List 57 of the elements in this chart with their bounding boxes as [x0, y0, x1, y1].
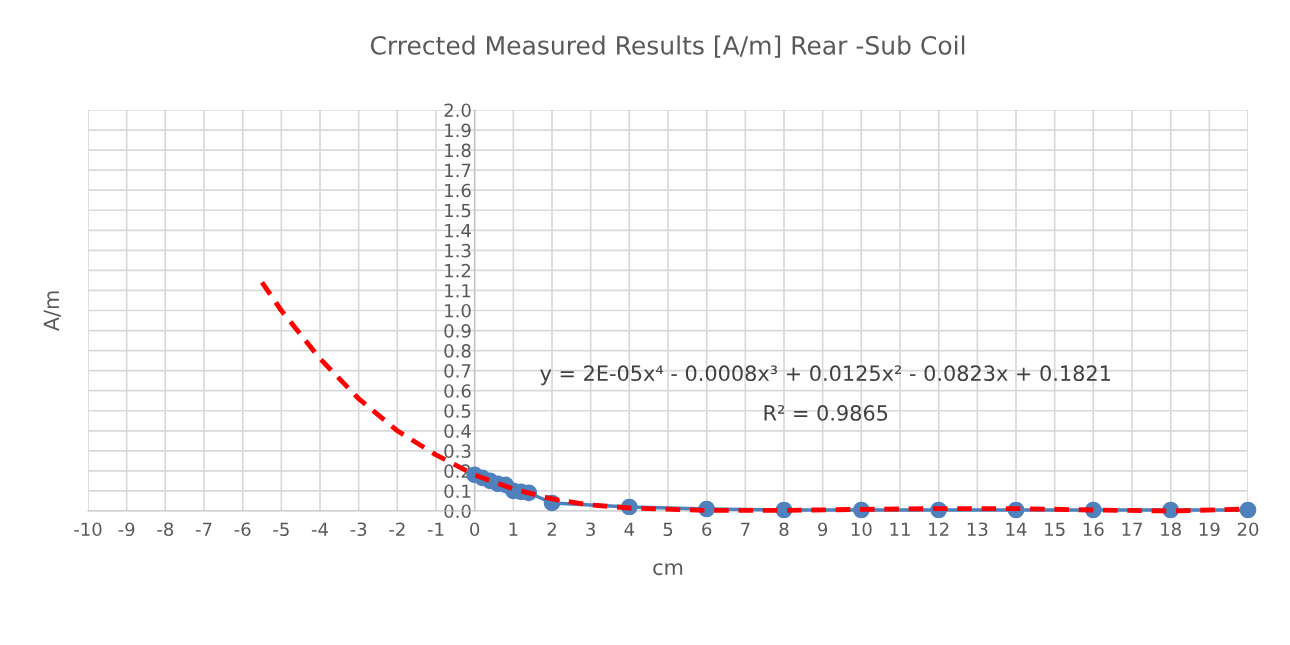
- annotation: R² = 0.9865: [764, 405, 888, 421]
- x-tick-label: 6: [702, 522, 712, 537]
- x-tick-label: 17: [1122, 522, 1142, 536]
- y-tick-label: 0.3: [444, 444, 471, 458]
- annotation: y = 2E-05x⁴ - 0.0008x³ + 0.0125x² - 0.0823x + 0.1821: [540, 365, 1111, 386]
- y-tick-label: 1.8: [445, 143, 471, 158]
- y-tick-label: 1.4: [445, 224, 471, 238]
- y-tick-label: 0.0: [444, 504, 471, 519]
- x-tick-label: -5: [273, 522, 289, 537]
- y-tick-label: 1.7: [445, 163, 471, 178]
- x-tick-label: 13: [967, 522, 988, 537]
- x-tick-label: 11: [890, 522, 910, 536]
- y-tick-label: 0.1: [444, 484, 471, 499]
- x-tick-label: 5: [663, 522, 673, 537]
- y-tick-label: 0.4: [444, 424, 471, 438]
- x-tick-label: 8: [779, 522, 789, 537]
- x-tick-label: -7: [195, 522, 212, 536]
- x-tick-label: 16: [1083, 522, 1104, 537]
- y-tick-label: 1.0: [445, 303, 471, 318]
- x-tick-label: -2: [389, 522, 405, 536]
- y-tick-label: 2.0: [444, 103, 471, 118]
- x-tick-label: 3: [586, 522, 595, 537]
- x-tick-label: 1: [509, 522, 518, 536]
- x-tick-label: 7: [741, 522, 750, 536]
- y-tick-label: 0.6: [444, 384, 471, 398]
- x-tick-label: 12: [929, 522, 949, 536]
- x-tick-label: 2: [547, 522, 556, 536]
- x-tick-label: 18: [1161, 522, 1181, 537]
- x-tick-label: 15: [1045, 522, 1065, 537]
- y-tick-label: 1.2: [445, 263, 471, 278]
- x-tick-label: -3: [350, 522, 367, 537]
- x-axis-title: cm: [653, 563, 683, 576]
- x-tick-label: -1: [427, 522, 444, 536]
- x-tick-label: 20: [1237, 522, 1259, 537]
- y-axis-title: A/m: [43, 291, 61, 332]
- y-tick-label: 1.9: [445, 123, 471, 138]
- y-tick-label: 1.5: [445, 203, 471, 218]
- y-tick-label: 1.3: [445, 243, 471, 258]
- x-tick-label: 10: [851, 522, 872, 537]
- y-tick-label: 0.5: [444, 404, 471, 418]
- point: [1239, 501, 1257, 519]
- x-tick-label: -8: [157, 522, 174, 537]
- y-tick-label: 0.9: [444, 324, 471, 338]
- x-tick-label: 14: [1006, 522, 1027, 536]
- x-tick-label: 19: [1199, 522, 1220, 537]
- y-tick-label: 0.8: [444, 344, 471, 358]
- y-tick-label: 0.7: [444, 364, 471, 378]
- x-tick-label: 9: [818, 522, 828, 537]
- x-tick-label: -9: [118, 522, 135, 537]
- x-tick-label: -4: [311, 522, 328, 536]
- x-tick-label: 0: [470, 522, 480, 537]
- x-tick-label: 4: [624, 522, 635, 536]
- chart-title: Crrected Measured Results [A/m] Rear -Sub Coil: [370, 35, 965, 58]
- y-tick-label: 1.6: [445, 183, 471, 198]
- y-tick-label: 1.1: [445, 284, 471, 298]
- x-tick-label: -10: [74, 522, 102, 537]
- x-tick-label: -6: [234, 522, 251, 537]
